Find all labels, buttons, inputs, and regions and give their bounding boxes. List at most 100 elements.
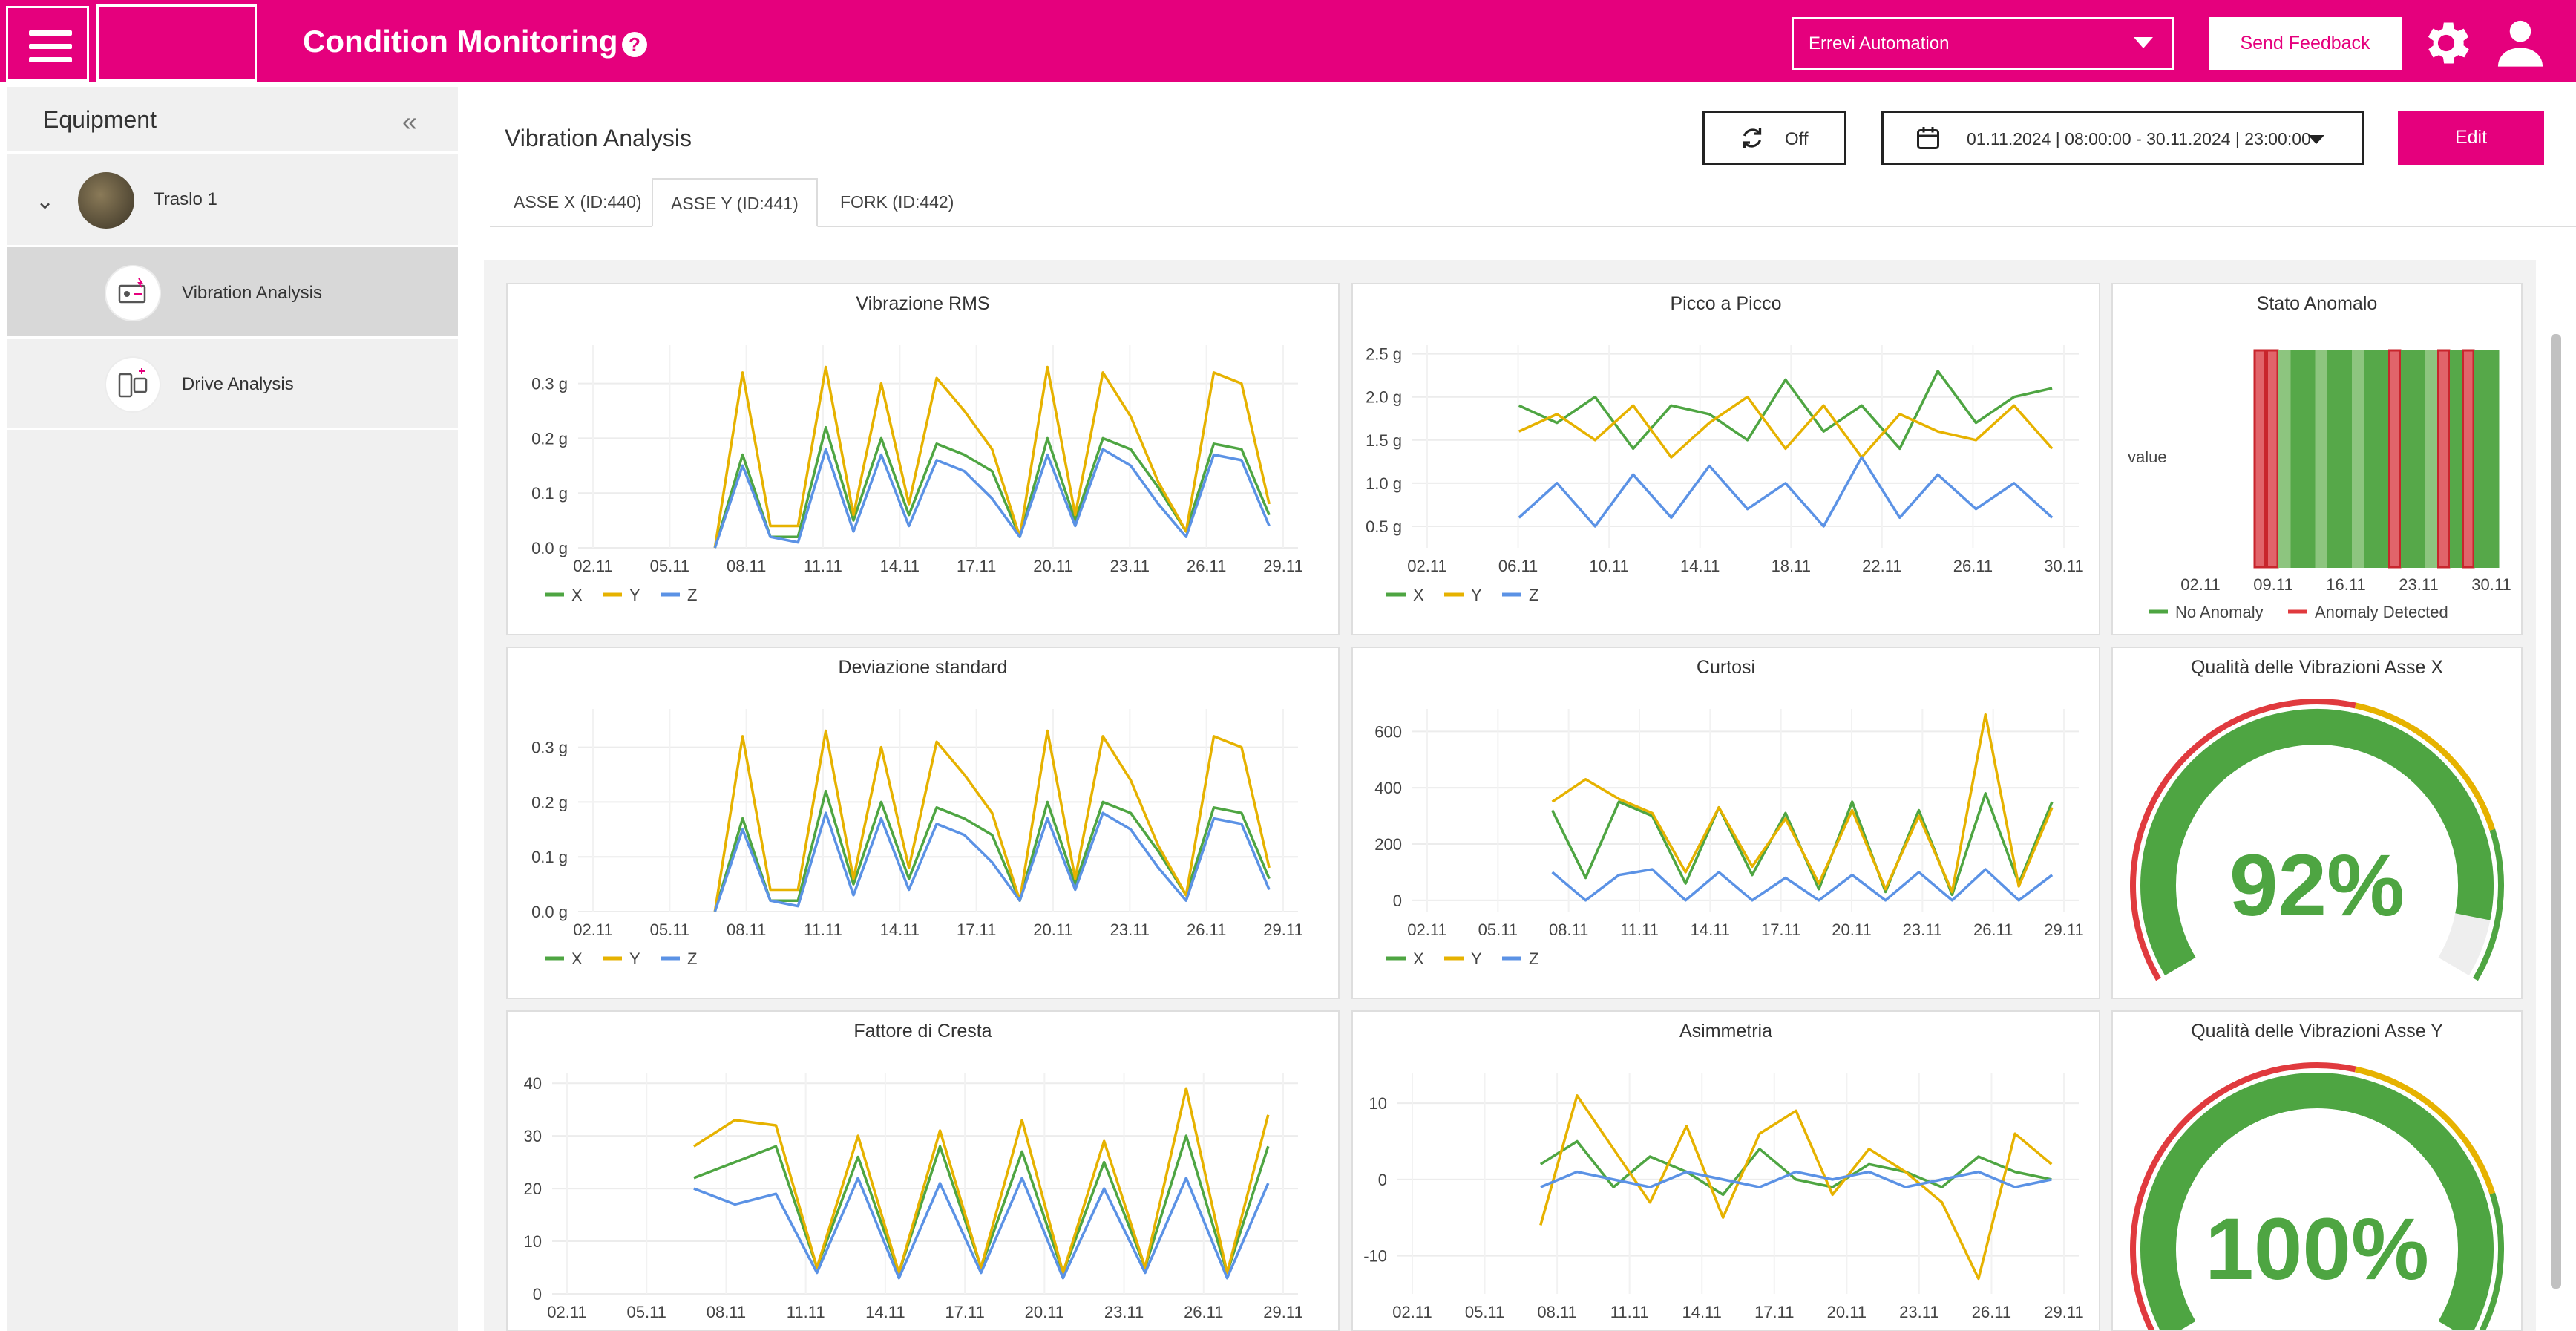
x-tick-label: 02.11 bbox=[573, 920, 612, 939]
x-tick-label: 26.11 bbox=[1973, 920, 2013, 939]
series-line-y bbox=[713, 729, 1271, 912]
x-tick-label: 08.11 bbox=[707, 1303, 746, 1321]
menu-button[interactable] bbox=[6, 6, 89, 82]
calendar-icon bbox=[1917, 127, 1939, 149]
page-title: Vibration Analysis bbox=[505, 125, 692, 151]
chevron-down-icon bbox=[2134, 37, 2153, 48]
x-tick-label: 29.11 bbox=[1263, 1303, 1302, 1321]
gauge-panel-asse-y: Qualità delle Vibrazioni Asse Y 100% bbox=[2111, 1010, 2523, 1331]
x-tick-label: 02.11 bbox=[547, 1303, 586, 1321]
x-tick-label: 02.11 bbox=[1407, 557, 1446, 575]
gear-icon[interactable] bbox=[2418, 15, 2474, 71]
scrollbar[interactable] bbox=[2549, 246, 2563, 1330]
legend-label: No Anomaly bbox=[2175, 603, 2264, 621]
state-chart: value 02.11 09.11 16.11 23.11 30.11 No Anomaly… bbox=[2128, 349, 2511, 621]
x-tick-label: 02.11 bbox=[1407, 920, 1446, 939]
send-feedback-button[interactable]: Send Feedback bbox=[2209, 17, 2402, 70]
tree-item-drive-analysis[interactable]: Drive Analysis bbox=[7, 339, 458, 430]
x-tick-label: 05.11 bbox=[1465, 1303, 1504, 1321]
auto-refresh-button[interactable]: Off bbox=[1702, 111, 1846, 165]
series-line-z bbox=[1540, 1170, 2052, 1188]
anomaly-band bbox=[2462, 350, 2475, 568]
tab-asse-y[interactable]: ASSE Y (ID:441) bbox=[652, 178, 818, 227]
no-anomaly-band bbox=[2474, 350, 2487, 568]
sidebar-header: Equipment « bbox=[7, 87, 458, 154]
tab-asse-x[interactable]: ASSE X (ID:440) bbox=[514, 192, 642, 212]
equipment-avatar bbox=[78, 172, 134, 229]
x-tick-label: 05.11 bbox=[627, 1303, 666, 1321]
series-line-y bbox=[1551, 713, 2054, 894]
no-anomaly-band bbox=[2290, 350, 2304, 568]
legend-label: Z bbox=[687, 586, 697, 604]
y-tick-label: 200 bbox=[1374, 835, 1402, 854]
x-tick-label: 02.11 bbox=[573, 557, 612, 575]
menu-icon bbox=[29, 30, 72, 36]
y-tick-label: 0.1 g bbox=[531, 848, 568, 866]
x-tick-label: 14.11 bbox=[1691, 920, 1730, 939]
x-tick-label: 14.11 bbox=[880, 557, 920, 575]
y-tick-label: 0.2 g bbox=[531, 429, 568, 448]
vibration-sensor-icon bbox=[106, 266, 160, 320]
no-anomaly-band bbox=[2413, 350, 2426, 568]
x-tick-label: 20.11 bbox=[1832, 920, 1871, 939]
user-icon[interactable] bbox=[2491, 15, 2550, 71]
help-icon[interactable]: ? bbox=[622, 32, 647, 57]
date-range-picker[interactable]: 01.11.2024 | 08:00:00 - 30.11.2024 | 23:… bbox=[1881, 111, 2364, 165]
refresh-icon bbox=[1743, 128, 1762, 148]
gauge: 100% bbox=[2130, 1062, 2504, 1330]
chart-panel-fattore-di-cresta: Fattore di Cresta 0 10 20 30 40 02.11 05.11 08.… bbox=[506, 1010, 1340, 1331]
x-tick-label: 11.11 bbox=[1620, 920, 1659, 939]
y-axis-label: value bbox=[2128, 448, 2167, 466]
x-tick-label: 06.11 bbox=[1498, 557, 1538, 575]
chart-panel-asimmetria: Asimmetria -10 0 10 02.11 05.11 08.11 11.11 14.… bbox=[1351, 1010, 2100, 1331]
series-line-z bbox=[693, 1177, 1270, 1280]
y-tick-label: 0 bbox=[1393, 892, 1402, 910]
no-anomaly-band bbox=[2303, 350, 2316, 568]
collapse-sidebar-icon[interactable]: « bbox=[402, 106, 418, 137]
legend-label: Y bbox=[629, 586, 640, 604]
y-tick-label: 0.1 g bbox=[531, 484, 568, 503]
gauge-value-arc bbox=[2140, 709, 2494, 976]
gauge-value-label: 100% bbox=[2205, 1200, 2429, 1298]
tree-item-traslo[interactable]: ⌄ Traslo 1 bbox=[7, 156, 458, 247]
gauge-threshold-green bbox=[2473, 828, 2504, 981]
no-anomaly-band bbox=[2278, 350, 2291, 568]
chart-title: Vibrazione RMS bbox=[856, 293, 990, 314]
x-tick-label: 08.11 bbox=[1537, 1303, 1576, 1321]
chart-title: Asimmetria bbox=[1679, 1021, 1772, 1041]
tab-fork[interactable]: FORK (ID:442) bbox=[840, 192, 954, 212]
x-tick-label: 17.11 bbox=[1754, 1303, 1794, 1321]
x-tick-label: 02.11 bbox=[1392, 1303, 1432, 1321]
scrollbar-thumb[interactable] bbox=[2551, 334, 2561, 1289]
y-tick-label: 0 bbox=[533, 1285, 542, 1304]
x-tick-label: 23.11 bbox=[1903, 920, 1942, 939]
x-tick-label: 30.11 bbox=[2044, 557, 2083, 575]
y-tick-label: 2.5 g bbox=[1366, 345, 1402, 364]
x-tick-label: 02.11 bbox=[2180, 575, 2220, 594]
series-line-y bbox=[1539, 1094, 2053, 1281]
y-tick-label: 40 bbox=[524, 1074, 542, 1093]
edit-button[interactable]: Edit bbox=[2398, 111, 2544, 165]
series-line-z bbox=[713, 811, 1271, 912]
x-tick-label: 26.11 bbox=[1184, 1303, 1223, 1321]
organization-select[interactable]: Errevi Automation bbox=[1792, 17, 2174, 70]
chevron-down-icon[interactable]: ⌄ bbox=[36, 189, 55, 214]
logo bbox=[96, 4, 257, 82]
legend-label: Y bbox=[1471, 949, 1482, 968]
anomaly-band-outline bbox=[2253, 349, 2267, 569]
menu-icon-bar bbox=[29, 57, 72, 62]
x-tick-label: 20.11 bbox=[1025, 1303, 1064, 1321]
x-tick-label: 05.11 bbox=[1478, 920, 1518, 939]
anomaly-band-outline bbox=[2266, 349, 2279, 569]
no-anomaly-band bbox=[2364, 350, 2377, 568]
no-anomaly-band bbox=[2450, 350, 2462, 568]
x-tick-label: 23.11 bbox=[1110, 557, 1150, 575]
x-tick-label: 26.11 bbox=[1187, 920, 1226, 939]
y-tick-label: 0.5 g bbox=[1366, 517, 1402, 536]
legend-label: Z bbox=[1529, 949, 1538, 968]
tree-item-vibration-analysis[interactable]: Vibration Analysis bbox=[7, 247, 458, 339]
x-tick-label: 29.11 bbox=[2044, 920, 2083, 939]
no-anomaly-band bbox=[2425, 350, 2438, 568]
gauge-panel-asse-x: Qualità delle Vibrazioni Asse X 92% bbox=[2111, 647, 2523, 999]
